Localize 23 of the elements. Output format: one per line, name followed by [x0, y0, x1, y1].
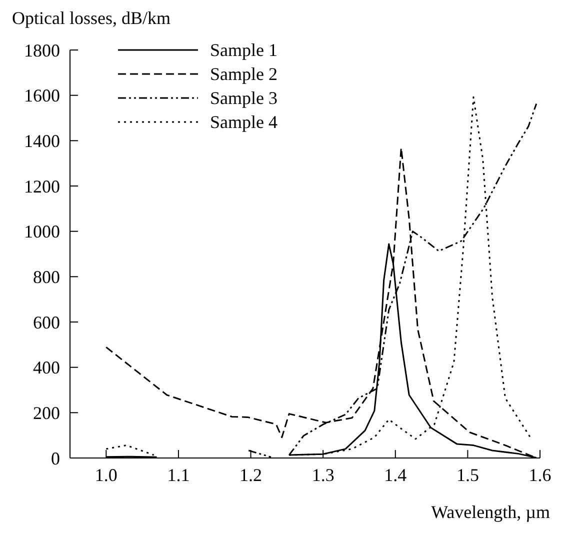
legend-label: Sample 4	[210, 112, 278, 132]
y-tick-label: 400	[33, 358, 60, 378]
y-tick-label: 0	[51, 448, 60, 468]
x-tick-label: 1.1	[167, 464, 190, 485]
legend-label: Sample 3	[210, 88, 278, 108]
y-tick-label: 1600	[24, 86, 60, 106]
y-tick-label: 800	[33, 267, 60, 288]
y-tick-label: 200	[33, 403, 60, 424]
x-tick-label: 1.0	[94, 464, 118, 485]
y-tick-label: 1000	[24, 222, 60, 242]
legend-label: Sample 1	[210, 40, 278, 60]
y-axis-title: Optical losses, dB/km	[12, 8, 170, 29]
legend-label: Sample 2	[210, 64, 278, 84]
x-tick-label: 1.2	[240, 464, 262, 485]
x-tick-label: 1.5	[456, 464, 479, 485]
y-tick-label: 1400	[24, 131, 60, 152]
y-tick-label: 600	[33, 312, 60, 332]
x-tick-label: 1.3	[312, 464, 334, 485]
x-tick-label: 1.6	[528, 464, 552, 485]
x-tick-label: 1.4	[384, 464, 407, 485]
y-tick-label: 1800	[24, 40, 60, 60]
x-axis-title: Wavelength, µm	[431, 502, 550, 523]
y-tick-label: 1200	[24, 176, 60, 196]
